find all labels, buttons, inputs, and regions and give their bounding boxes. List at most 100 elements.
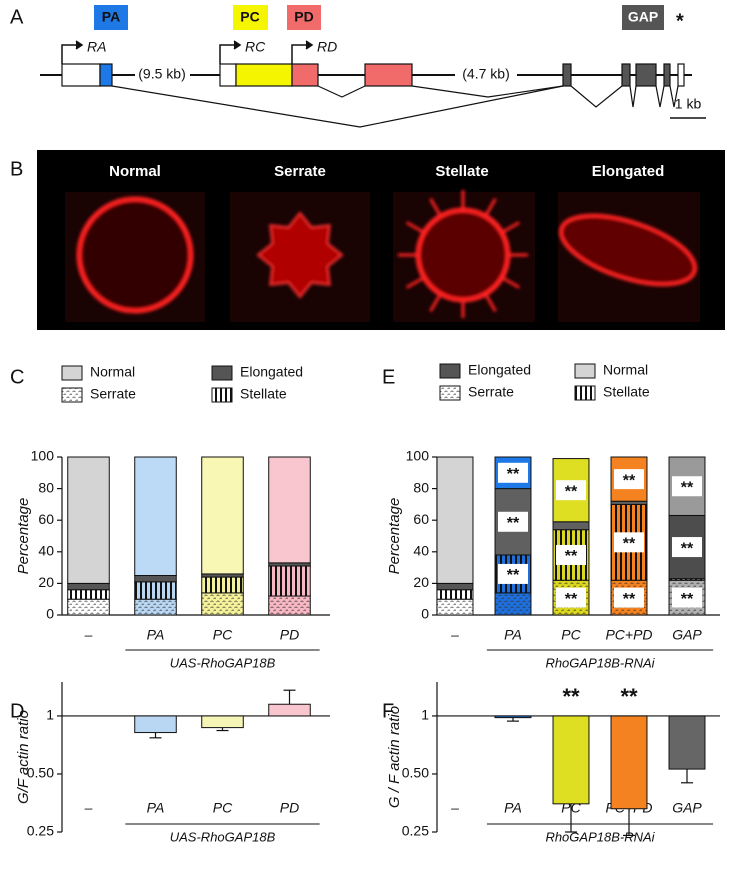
y-tick-label: 40 [413, 543, 429, 559]
group-label: RhoGAP18B-RNAi [545, 829, 655, 844]
exons [61, 63, 685, 87]
legend-label: Normal [90, 364, 135, 380]
bar [494, 715, 532, 719]
isoform-box [287, 5, 321, 30]
x-tick-label: PD [280, 800, 299, 816]
isoform-label: PA [102, 9, 120, 25]
bar-segment [67, 589, 110, 600]
legend-label: Serrate [468, 384, 514, 400]
legend-swatch [61, 365, 83, 381]
x-tick-label: PC [213, 627, 233, 643]
label-box [614, 469, 644, 490]
y-tick-label: 60 [413, 511, 429, 527]
y-tick-label: 100 [31, 448, 55, 464]
significance-label: ** [562, 684, 580, 709]
image-title: Serrate [274, 163, 326, 180]
x-tick-label: – [450, 800, 459, 816]
x-tick-label: PD [280, 627, 299, 643]
label-box [672, 537, 702, 558]
intron-label: (9.5 kb) [138, 66, 185, 82]
bar-segment [436, 598, 474, 616]
bar-segment [67, 456, 110, 584]
bar-segment [201, 456, 244, 575]
transcript-label: RD [317, 39, 337, 55]
panel-letter: C [10, 366, 24, 388]
panel-letter: A [10, 6, 24, 28]
y-tick-label: 100 [406, 448, 430, 464]
y-tick-label: 20 [413, 574, 429, 590]
significance-label: ** [623, 472, 636, 489]
group-label: RhoGAP18B-RNAi [545, 655, 655, 670]
significance-label: ** [681, 540, 694, 557]
transcript-label: RA [87, 39, 106, 55]
significance-label: ** [507, 515, 520, 532]
x-tick-label: PC+PD [605, 627, 652, 643]
bar [268, 703, 311, 717]
bar [201, 715, 244, 729]
bar-segment [436, 456, 474, 584]
significance-label: ** [623, 591, 636, 608]
isoform-label: PC [240, 9, 259, 25]
bar-segment [134, 456, 177, 576]
label-box [672, 476, 702, 497]
y-tick-label: 0 [46, 606, 54, 622]
y-tick-label: 20 [38, 574, 54, 590]
label-box [556, 587, 586, 608]
x-tick-label: PA [147, 627, 165, 643]
bar [552, 715, 590, 805]
bar-segment [268, 565, 311, 597]
image-title: Elongated [592, 163, 665, 180]
x-tick-label: GAP [672, 800, 702, 816]
label-box [556, 544, 586, 565]
significance-label: ** [565, 591, 578, 608]
y-axis-label: Percentage [15, 498, 32, 575]
y-tick-label: 80 [413, 479, 429, 495]
group-label: UAS-RhoGAP18B [170, 655, 276, 670]
y-tick-label: 0 [421, 606, 429, 622]
y-axis-label: G/F actin ratio [15, 710, 32, 804]
scale-bar-label: 1 kb [675, 96, 702, 112]
isoform-box [622, 5, 664, 30]
bar-segment [552, 521, 590, 531]
label-box [498, 563, 528, 584]
legend-label: Stellate [603, 384, 650, 400]
significance-label: ** [620, 684, 638, 709]
bar-segment [268, 456, 311, 564]
y-tick-label: 80 [38, 479, 54, 495]
bar [610, 715, 648, 810]
y-tick-label: 0.25 [402, 823, 429, 839]
marker: * [676, 10, 684, 32]
isoform-label: PD [294, 9, 313, 25]
label-box [556, 480, 586, 501]
y-tick-label: 40 [38, 543, 54, 559]
significance-label: ** [565, 548, 578, 565]
y-axis-label: Percentage [386, 498, 403, 575]
bar-segment [201, 576, 244, 594]
significance-label: ** [507, 567, 520, 584]
legend-label: Stellate [240, 386, 287, 402]
label-box [614, 532, 644, 553]
y-tick-label: 1 [421, 707, 429, 723]
x-tick-label: – [84, 627, 93, 643]
panel-letter: B [10, 158, 23, 180]
x-tick-label: PC [213, 800, 233, 816]
bar-segment [134, 598, 177, 616]
bar-segment [436, 589, 474, 600]
legend-swatch [439, 385, 461, 401]
bar-segment [134, 581, 177, 600]
bar-segment [268, 595, 311, 616]
group-label: UAS-RhoGAP18B [170, 829, 276, 844]
splice-lines [111, 85, 679, 128]
legend-label: Serrate [90, 386, 136, 402]
isoform-box [233, 5, 268, 30]
isoform-label: GAP [628, 9, 658, 25]
y-tick-label: 0.25 [27, 823, 54, 839]
x-tick-label: PA [504, 800, 522, 816]
y-tick-label: 0.50 [402, 765, 429, 781]
micrographs: Normal Serrate Stellate Elongated [37, 150, 725, 330]
promoter-arrows [61, 40, 314, 64]
legend-swatch [574, 385, 596, 401]
label-box [672, 587, 702, 608]
panel-letter: D [10, 700, 24, 722]
significance-label: ** [507, 466, 520, 483]
